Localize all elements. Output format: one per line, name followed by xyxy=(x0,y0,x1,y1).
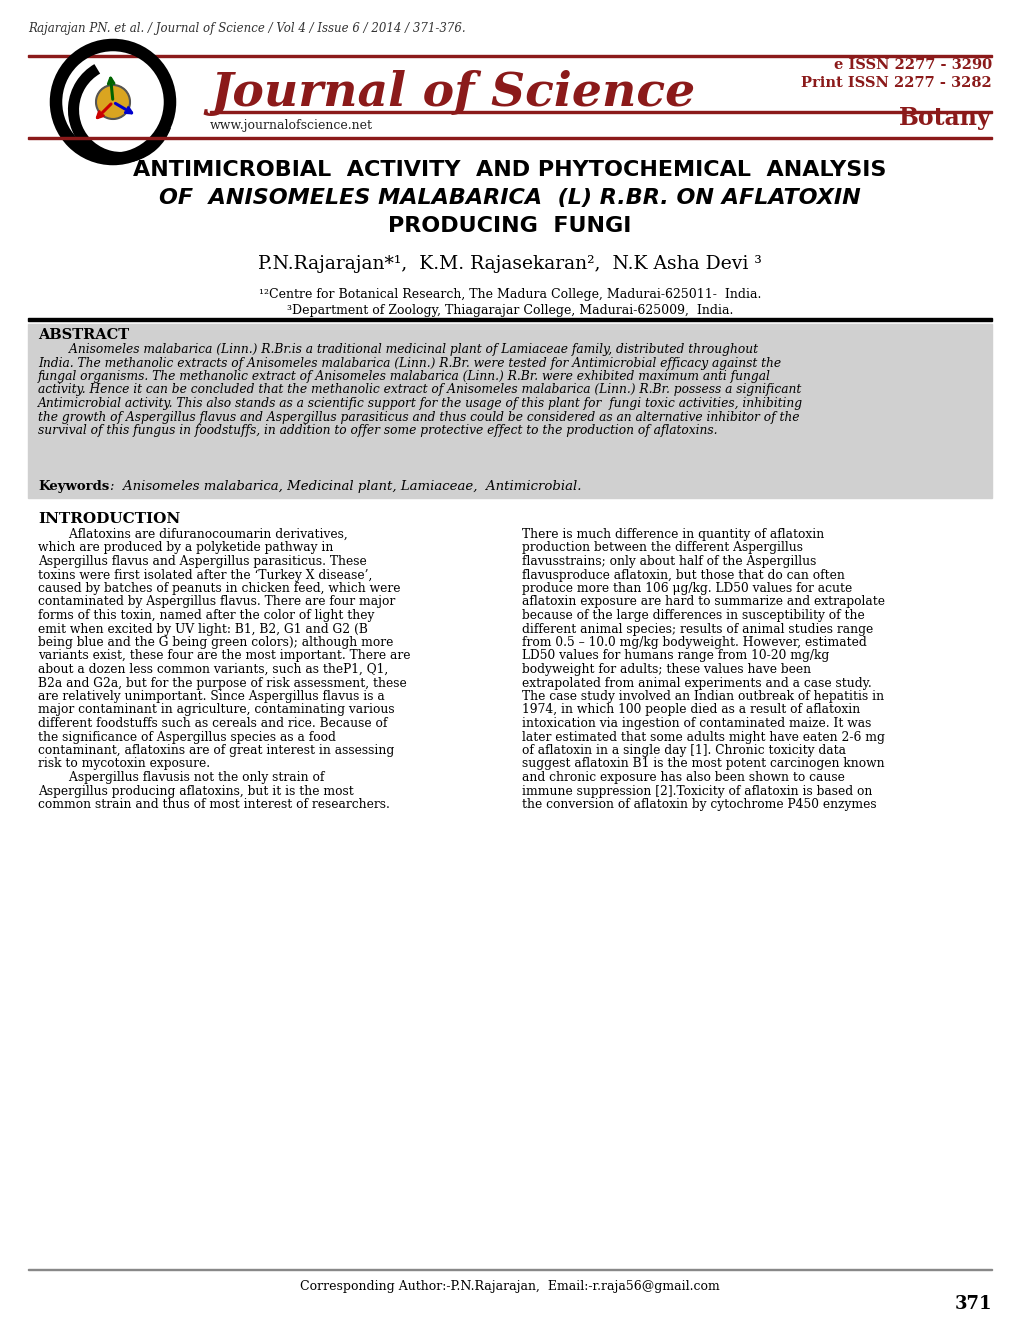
Text: ABSTRACT: ABSTRACT xyxy=(38,327,129,342)
Text: Print ISSN 2277 - 3282: Print ISSN 2277 - 3282 xyxy=(801,77,991,90)
Text: Antimicrobial activity. This also stands as a scientific support for the usage o: Antimicrobial activity. This also stands… xyxy=(38,397,802,411)
Text: www.journalofscience.net: www.journalofscience.net xyxy=(210,119,373,132)
Text: common strain and thus of most interest of researchers.: common strain and thus of most interest … xyxy=(38,799,389,810)
Text: Aspergillus producing aflatoxins, but it is the most: Aspergillus producing aflatoxins, but it… xyxy=(38,784,354,797)
Text: produce more than 106 μg/kg. LD50 values for acute: produce more than 106 μg/kg. LD50 values… xyxy=(522,582,852,595)
Text: from 0.5 – 10.0 mg/kg bodyweight. However, estimated: from 0.5 – 10.0 mg/kg bodyweight. Howeve… xyxy=(522,636,866,649)
Text: different foodstuffs such as cereals and rice. Because of: different foodstuffs such as cereals and… xyxy=(38,717,387,730)
Text: ³Department of Zoology, Thiagarajar College, Madurai-625009,  India.: ³Department of Zoology, Thiagarajar Coll… xyxy=(286,304,733,317)
Text: intoxication via ingestion of contaminated maize. It was: intoxication via ingestion of contaminat… xyxy=(522,717,870,730)
Text: aflatoxin exposure are hard to summarize and extrapolate: aflatoxin exposure are hard to summarize… xyxy=(522,595,884,609)
Bar xyxy=(28,318,991,321)
Text: Aspergillus flavusis not the only strain of: Aspergillus flavusis not the only strain… xyxy=(38,771,324,784)
Text: toxins were first isolated after the ‘Turkey X disease’,: toxins were first isolated after the ‘Tu… xyxy=(38,569,372,582)
Text: being blue and the G being green colors); although more: being blue and the G being green colors)… xyxy=(38,636,393,649)
Text: later estimated that some adults might have eaten 2-6 mg: later estimated that some adults might h… xyxy=(522,730,884,743)
Text: LD50 values for humans range from 10-20 mg/kg: LD50 values for humans range from 10-20 … xyxy=(522,649,828,663)
Text: survival of this fungus in foodstuffs, in addition to offer some protective effe: survival of this fungus in foodstuffs, i… xyxy=(38,424,716,437)
Text: P.N.Rajarajan*¹,  K.M. Rajasekaran²,  N.K Asha Devi ³: P.N.Rajarajan*¹, K.M. Rajasekaran², N.K … xyxy=(258,255,761,273)
Text: Aflatoxins are difuranocoumarin derivatives,: Aflatoxins are difuranocoumarin derivati… xyxy=(38,528,347,541)
Text: of aflatoxin in a single day [1]. Chronic toxicity data: of aflatoxin in a single day [1]. Chroni… xyxy=(522,744,845,756)
Bar xyxy=(28,136,991,139)
Text: There is much difference in quantity of aflatoxin: There is much difference in quantity of … xyxy=(522,528,823,541)
Bar xyxy=(28,54,991,57)
Text: major contaminant in agriculture, contaminating various: major contaminant in agriculture, contam… xyxy=(38,704,394,717)
Text: risk to mycotoxin exposure.: risk to mycotoxin exposure. xyxy=(38,758,210,771)
Text: India. The methanolic extracts of Anisomeles malabarica (Linn.) R.Br. were teste: India. The methanolic extracts of Anisom… xyxy=(38,356,781,370)
Text: The case study involved an Indian outbreak of hepatitis in: The case study involved an Indian outbre… xyxy=(522,690,883,704)
Text: Anisomeles malabarica (Linn.) R.Br.is a traditional medicinal plant of Lamiaceae: Anisomeles malabarica (Linn.) R.Br.is a … xyxy=(38,343,757,356)
Text: Botany: Botany xyxy=(899,106,991,129)
Text: Corresponding Author:-P.N.Rajarajan,  Email:-r.raja56@gmail.com: Corresponding Author:-P.N.Rajarajan, Ema… xyxy=(300,1280,719,1294)
Text: Aspergillus flavus and Aspergillus parasiticus. These: Aspergillus flavus and Aspergillus paras… xyxy=(38,554,367,568)
Text: 371: 371 xyxy=(954,1295,991,1313)
Text: Keywords: Keywords xyxy=(38,480,109,492)
Text: the growth of Aspergillus flavus and Aspergillus parasiticus and thus could be c: the growth of Aspergillus flavus and Asp… xyxy=(38,411,799,424)
Text: Rajarajan PN. et al. / Journal of Science / Vol 4 / Issue 6 / 2014 / 371-376.: Rajarajan PN. et al. / Journal of Scienc… xyxy=(28,22,465,36)
Text: B2a and G2a, but for the purpose of risk assessment, these: B2a and G2a, but for the purpose of risk… xyxy=(38,676,407,689)
Text: are relatively unimportant. Since Aspergillus flavus is a: are relatively unimportant. Since Asperg… xyxy=(38,690,384,704)
Text: immune suppression [2].Toxicity of aflatoxin is based on: immune suppression [2].Toxicity of aflat… xyxy=(522,784,871,797)
Text: variants exist, these four are the most important. There are: variants exist, these four are the most … xyxy=(38,649,410,663)
Text: extrapolated from animal experiments and a case study.: extrapolated from animal experiments and… xyxy=(522,676,871,689)
Circle shape xyxy=(96,84,129,119)
Text: production between the different Aspergillus: production between the different Aspergi… xyxy=(522,541,802,554)
Text: caused by batches of peanuts in chicken feed, which were: caused by batches of peanuts in chicken … xyxy=(38,582,400,595)
Text: forms of this toxin, named after the color of light they: forms of this toxin, named after the col… xyxy=(38,609,374,622)
Text: ¹²Centre for Botanical Research, The Madura College, Madurai-625011-  India.: ¹²Centre for Botanical Research, The Mad… xyxy=(259,288,760,301)
Text: Journal of Science: Journal of Science xyxy=(210,70,695,116)
Text: fungal organisms. The methanolic extract of Anisomeles malabarica (Linn.) R.Br. : fungal organisms. The methanolic extract… xyxy=(38,370,770,383)
Text: INTRODUCTION: INTRODUCTION xyxy=(38,512,180,525)
Text: :  Anisomeles malabarica, Medicinal plant, Lamiaceae,  Antimicrobial.: : Anisomeles malabarica, Medicinal plant… xyxy=(110,480,581,492)
Text: 1974, in which 100 people died as a result of aflatoxin: 1974, in which 100 people died as a resu… xyxy=(522,704,859,717)
Text: emit when excited by UV light: B1, B2, G1 and G2 (B: emit when excited by UV light: B1, B2, G… xyxy=(38,623,368,635)
Text: contaminant, aflatoxins are of great interest in assessing: contaminant, aflatoxins are of great int… xyxy=(38,744,394,756)
Text: because of the large differences in susceptibility of the: because of the large differences in susc… xyxy=(522,609,864,622)
Text: bodyweight for adults; these values have been: bodyweight for adults; these values have… xyxy=(522,663,810,676)
Bar xyxy=(28,1269,991,1270)
Text: OF  ANISOMELES MALABARICA  (L) R.BR. ON AFLATOXIN: OF ANISOMELES MALABARICA (L) R.BR. ON AF… xyxy=(159,187,860,209)
Bar xyxy=(28,323,991,498)
Text: which are produced by a polyketide pathway in: which are produced by a polyketide pathw… xyxy=(38,541,333,554)
Text: flavusstrains; only about half of the Aspergillus: flavusstrains; only about half of the As… xyxy=(522,554,815,568)
Text: about a dozen less common variants, such as theP1, Q1,: about a dozen less common variants, such… xyxy=(38,663,388,676)
Bar xyxy=(210,111,991,114)
Text: suggest aflatoxin B1 is the most potent carcinogen known: suggest aflatoxin B1 is the most potent … xyxy=(522,758,883,771)
Text: the significance of Aspergillus species as a food: the significance of Aspergillus species … xyxy=(38,730,335,743)
Text: ANTIMICROBIAL  ACTIVITY  AND PHYTOCHEMICAL  ANALYSIS: ANTIMICROBIAL ACTIVITY AND PHYTOCHEMICAL… xyxy=(133,160,886,180)
Text: flavusproduce aflatoxin, but those that do can often: flavusproduce aflatoxin, but those that … xyxy=(522,569,844,582)
Text: activity. Hence it can be concluded that the methanolic extract of Anisomeles ma: activity. Hence it can be concluded that… xyxy=(38,384,801,396)
Text: contaminated by Aspergillus flavus. There are four major: contaminated by Aspergillus flavus. Ther… xyxy=(38,595,395,609)
Text: the conversion of aflatoxin by cytochrome P450 enzymes: the conversion of aflatoxin by cytochrom… xyxy=(522,799,875,810)
Text: e ISSN 2277 - 3290: e ISSN 2277 - 3290 xyxy=(834,58,991,73)
Text: and chronic exposure has also been shown to cause: and chronic exposure has also been shown… xyxy=(522,771,844,784)
Text: PRODUCING  FUNGI: PRODUCING FUNGI xyxy=(388,216,631,236)
Text: different animal species; results of animal studies range: different animal species; results of ani… xyxy=(522,623,872,635)
